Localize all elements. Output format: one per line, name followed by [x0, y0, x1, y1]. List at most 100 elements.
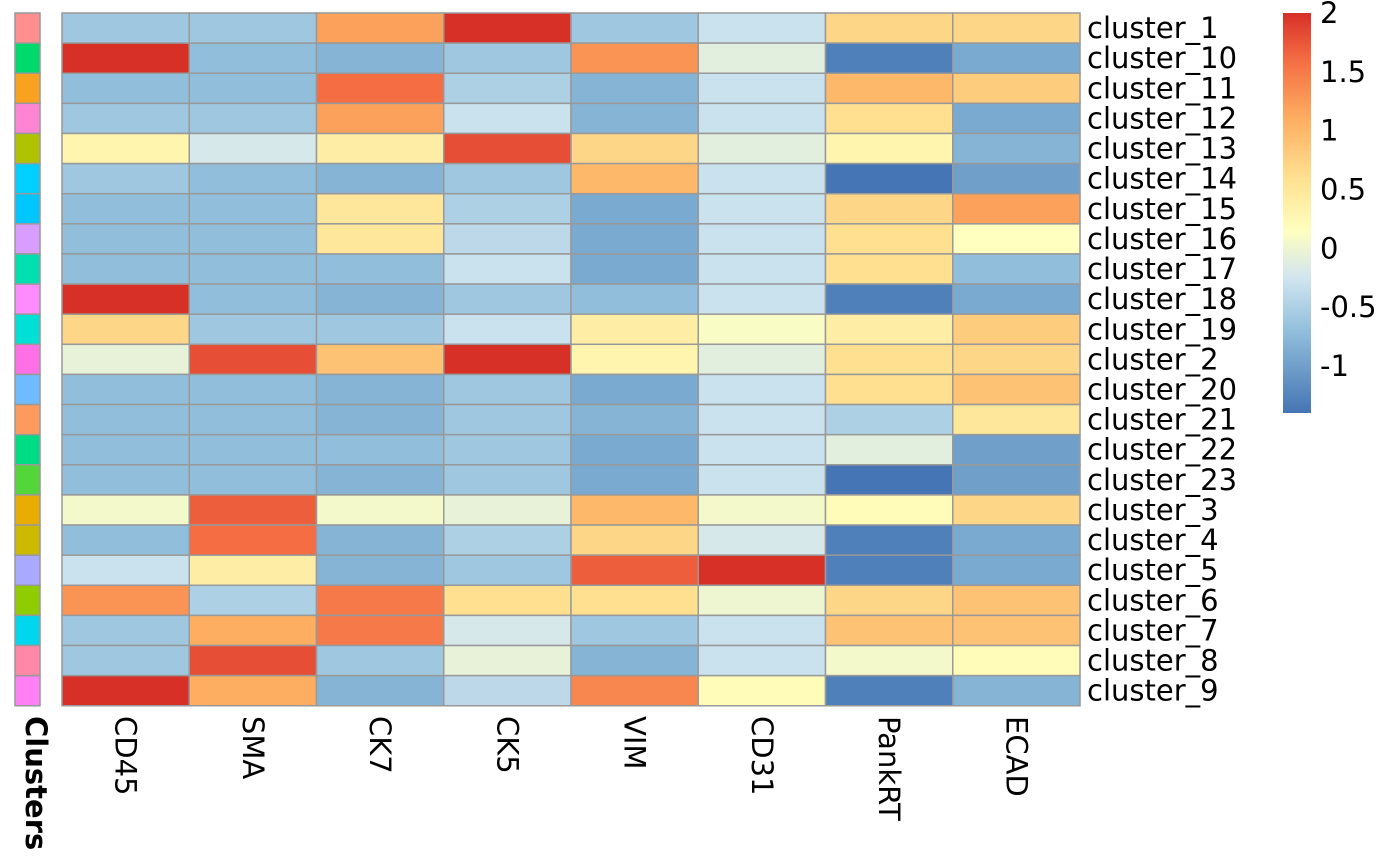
cluster-color-swatch [14, 223, 41, 255]
heatmap-cell [952, 132, 1081, 165]
heatmap-cell [570, 584, 699, 617]
row-label: cluster_23 [1087, 463, 1237, 497]
heatmap-cell [61, 584, 190, 617]
heatmap-cell [315, 42, 445, 74]
column-labels: CD45 SMA CK7 CK5 VIM CD31 PankRT ECAD [109, 716, 1034, 821]
column-label: CK5 [490, 716, 524, 774]
heatmap-cell [443, 373, 572, 406]
row-label: cluster_5 [1087, 553, 1219, 587]
heatmap-cell [952, 674, 1081, 707]
cluster-color-swatch [14, 313, 41, 346]
heatmap-cell [952, 554, 1081, 587]
heatmap-cell [824, 132, 954, 165]
cluster-color-swatch [14, 12, 41, 44]
heatmap-cell [61, 524, 190, 556]
cluster-color-swatch [14, 102, 41, 135]
row-label: cluster_8 [1087, 644, 1219, 678]
heatmap-cell [61, 403, 190, 436]
legend-tick-label: -1 [1320, 349, 1349, 383]
heatmap-cell [570, 373, 699, 406]
heatmap-cell [443, 584, 572, 617]
heatmap-cell [824, 674, 954, 707]
heatmap-cell [697, 313, 827, 346]
heatmap-cell [61, 283, 190, 315]
row-label: cluster_1 [1087, 11, 1219, 45]
row-label: cluster_14 [1087, 162, 1237, 196]
row-label: cluster_10 [1087, 41, 1237, 75]
heatmap-cell [315, 674, 445, 707]
heatmap-cell [697, 223, 827, 255]
heatmap-cell [61, 102, 190, 135]
row-label: cluster_18 [1087, 282, 1237, 316]
heatmap-cell [824, 223, 954, 255]
cluster-color-swatch [14, 614, 41, 647]
column-label: SMA [236, 716, 270, 779]
heatmap-cell [952, 614, 1081, 647]
heatmap-cell [443, 524, 572, 556]
heatmap-cell [443, 253, 572, 285]
heatmap-cell [824, 102, 954, 135]
heatmap-cell [697, 433, 827, 466]
legend-color-bar [1283, 13, 1311, 413]
heatmap-cell [952, 283, 1081, 315]
heatmap-cell [952, 464, 1081, 496]
cluster-color-swatch [14, 644, 41, 677]
cluster-color-swatch [14, 524, 41, 556]
heatmap-cell [443, 313, 572, 346]
row-label: cluster_9 [1087, 674, 1219, 708]
heatmap-cell [315, 343, 445, 376]
cluster-color-swatch [14, 343, 41, 376]
heatmap-cell [697, 524, 827, 556]
heatmap-cell [188, 373, 318, 406]
heatmap-cell [570, 343, 699, 376]
heatmap-cell [952, 72, 1081, 105]
heatmap-cell [443, 614, 572, 647]
heatmap-cell [952, 494, 1081, 526]
legend-tick-label: 0 [1320, 231, 1338, 265]
heatmap-cell [824, 433, 954, 466]
heatmap-cell [443, 494, 572, 526]
heatmap-cell [61, 554, 190, 587]
heatmap-cell [824, 162, 954, 195]
heatmap-cell [697, 192, 827, 225]
column-label: VIM [618, 716, 652, 769]
heatmap-cell [315, 644, 445, 677]
heatmap-cell [697, 373, 827, 406]
heatmap-cell [188, 403, 318, 436]
row-label: cluster_13 [1087, 132, 1237, 166]
heatmap-cell [188, 433, 318, 466]
heatmap-cell [570, 554, 699, 587]
heatmap-cell [952, 584, 1081, 617]
heatmap-cell [952, 433, 1081, 466]
heatmap-cell [824, 403, 954, 436]
heatmap-cell [315, 403, 445, 436]
row-label: cluster_6 [1087, 583, 1219, 617]
heatmap-body [61, 12, 1081, 707]
heatmap-cell [443, 162, 572, 195]
heatmap-cell [315, 464, 445, 496]
heatmap-cell [443, 283, 572, 315]
legend-tick-label: 2 [1320, 0, 1338, 30]
heatmap-cell [188, 132, 318, 165]
heatmap-cell [315, 494, 445, 526]
heatmap-cell [443, 72, 572, 105]
cluster-color-swatch [14, 584, 41, 617]
heatmap-cell [315, 554, 445, 587]
heatmap-cell [697, 464, 827, 496]
heatmap-cell [188, 674, 318, 707]
legend-ticks: 2 1.5 1 0.5 0 -0.5 -1 [1320, 0, 1377, 383]
heatmap-cell [824, 192, 954, 225]
heatmap-cell [315, 12, 445, 44]
heatmap-cell [570, 494, 699, 526]
row-label: cluster_11 [1087, 71, 1237, 105]
heatmap-cell [61, 313, 190, 346]
row-label: cluster_15 [1087, 192, 1237, 226]
heatmap-cell [188, 283, 318, 315]
heatmap-cell [315, 313, 445, 346]
heatmap-cell [443, 223, 572, 255]
heatmap-cell [315, 614, 445, 647]
heatmap-cell [570, 192, 699, 225]
heatmap-cell [61, 132, 190, 165]
heatmap-cell [570, 403, 699, 436]
heatmap-cell [570, 102, 699, 135]
